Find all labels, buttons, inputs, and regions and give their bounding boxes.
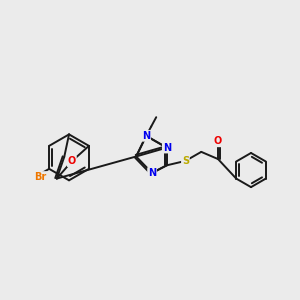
Text: O: O <box>68 156 76 166</box>
Text: N: N <box>142 131 150 141</box>
Text: N: N <box>163 142 171 153</box>
Text: O: O <box>214 136 222 146</box>
Text: Br: Br <box>34 172 47 182</box>
Text: S: S <box>182 156 189 166</box>
Text: N: N <box>148 168 156 178</box>
